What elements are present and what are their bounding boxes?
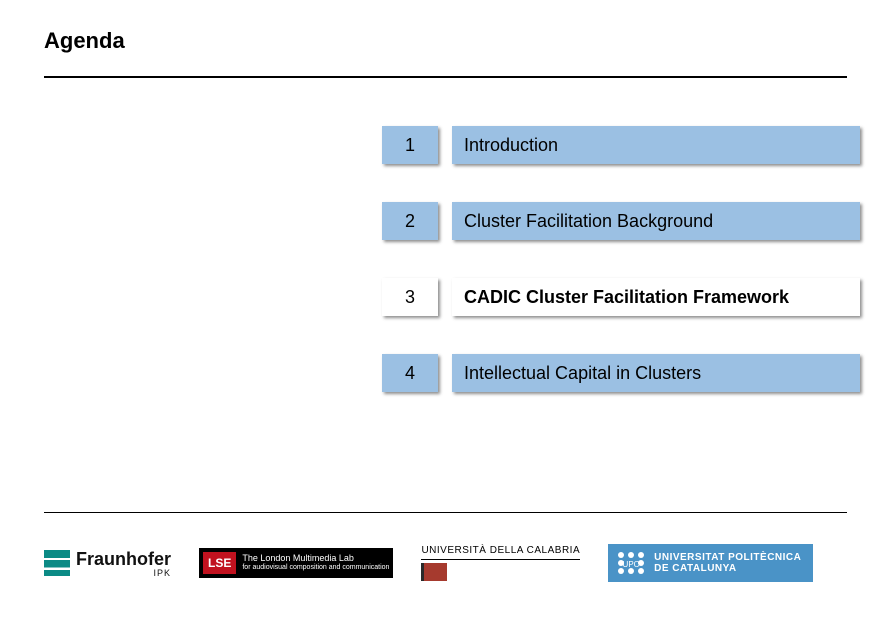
agenda-item-label: Intellectual Capital in Clusters [452,354,860,392]
upc-line2: DE CATALUNYA [654,563,801,575]
calabria-divider [421,559,580,560]
spacer [438,202,452,240]
logo-calabria: UNIVERSITÀ DELLA CALABRIA [421,545,580,581]
logo-lse: LSE The London Multimedia Lab for audiov… [199,548,393,578]
lse-line1: The London Multimedia Lab [242,554,389,564]
agenda-item: 4 Intellectual Capital in Clusters [382,354,860,392]
agenda-item-number: 1 [382,126,438,164]
svg-text:UPC: UPC [623,560,640,569]
lse-line2: for audiovisual composition and communic… [242,564,389,572]
logo-upc: UPC UNIVERSITAT POLITÈCNICA DE CATALUNYA [608,544,813,582]
calabria-title: UNIVERSITÀ DELLA CALABRIA [421,545,580,556]
agenda-item: 1 Introduction [382,126,860,164]
agenda-item-number: 2 [382,202,438,240]
logo-fraunhofer: Fraunhofer IPK [44,549,171,578]
fraunhofer-mark-icon [44,550,70,576]
spacer [438,354,452,392]
fraunhofer-name: Fraunhofer [76,549,171,570]
spacer [438,126,452,164]
upc-line1: UNIVERSITAT POLITÈCNICA [654,552,801,564]
upc-text: UNIVERSITAT POLITÈCNICA DE CATALUNYA [654,552,801,575]
agenda-list: 1 Introduction 2 Cluster Facilitation Ba… [382,126,860,392]
divider-bottom [44,512,847,513]
lse-text: The London Multimedia Lab for audiovisua… [242,554,389,572]
agenda-item-label: CADIC Cluster Facilitation Framework [452,278,860,316]
divider-top [44,76,847,78]
agenda-item-label: Cluster Facilitation Background [452,202,860,240]
lse-badge: LSE [203,552,236,574]
logo-row: Fraunhofer IPK LSE The London Multimedia… [44,536,847,590]
agenda-item-number: 3 [382,278,438,316]
calabria-mark-icon [421,563,447,581]
agenda-item: 2 Cluster Facilitation Background [382,202,860,240]
upc-mark-icon: UPC [616,550,646,576]
agenda-item: 3 CADIC Cluster Facilitation Framework [382,278,860,316]
agenda-item-number: 4 [382,354,438,392]
spacer [438,278,452,316]
agenda-item-label: Introduction [452,126,860,164]
page-title: Agenda [44,28,847,54]
slide: Agenda 1 Introduction 2 Cluster Facilita… [0,0,891,630]
fraunhofer-text-block: Fraunhofer IPK [76,549,171,578]
